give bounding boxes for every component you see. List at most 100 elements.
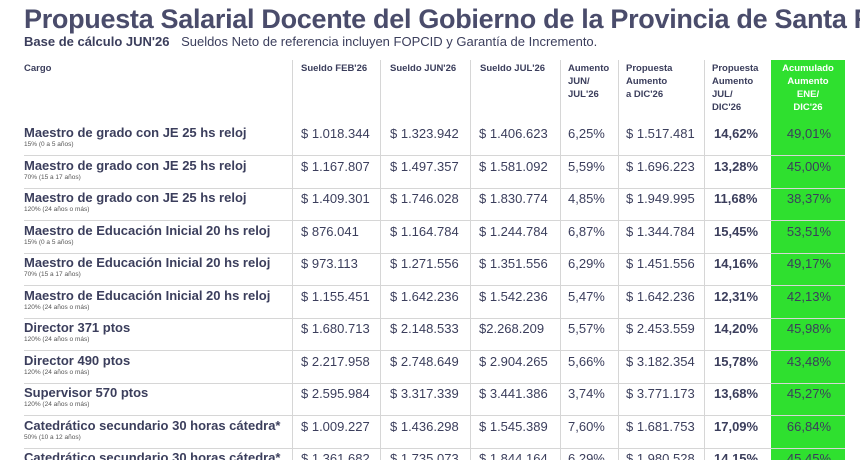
cell-sueldo-jul: $ 1.351.556 bbox=[479, 256, 548, 271]
cell-sueldo-jun: $ 2.148.533 bbox=[390, 321, 459, 336]
column-divider bbox=[560, 60, 561, 460]
row-divider bbox=[24, 447, 845, 449]
cell-propuesta-pct: 12,31% bbox=[714, 288, 759, 304]
header-line: Propuesta bbox=[712, 63, 759, 74]
cell-propuesta: $ 1.344.784 bbox=[626, 223, 695, 239]
cell-acumulado: 49,17% bbox=[786, 256, 831, 271]
table-row: Maestro de Educación Inicial 20 hs reloj… bbox=[24, 286, 845, 319]
cell-sueldo-feb: $ 1.680.713 bbox=[301, 321, 370, 336]
accumulated-column-highlight bbox=[771, 60, 845, 460]
column-divider bbox=[618, 60, 619, 460]
cargo-sublabel: 50% (10 a 12 años) bbox=[24, 433, 81, 441]
header-line: ENE/ bbox=[796, 89, 820, 100]
header-acumulado: Acumulado Aumento ENE/ DIC'26 bbox=[771, 62, 845, 114]
cell-acumulado: 43,48% bbox=[786, 353, 831, 369]
cargo-sublabel: 120% (24 años o más) bbox=[24, 303, 90, 311]
table-row: Director 371 ptos 120% (24 años o más) $ 1… bbox=[24, 318, 845, 351]
header-line: JUL'26 bbox=[568, 89, 599, 100]
page-title: Propuesta Salarial Docente del Gobierno … bbox=[24, 4, 860, 34]
cargo-sublabel: 70% (15 a 17 años) bbox=[24, 173, 81, 181]
cell-propuesta: $ 1.949.995 bbox=[626, 191, 695, 206]
cell-propuesta: $ 1.517.481 bbox=[626, 126, 695, 141]
cell-sueldo-jul: $ 1.244.784 bbox=[479, 223, 548, 239]
cell-aumento: 5,57% bbox=[568, 321, 605, 336]
cell-sueldo-feb: $ 973.113 bbox=[301, 256, 358, 271]
cell-propuesta: $ 3.182.354 bbox=[626, 353, 695, 369]
cargo-sublabel: 120% (24 años o más) bbox=[24, 368, 90, 376]
cell-sueldo-feb: $ 2.217.958 bbox=[301, 353, 370, 369]
cell-propuesta: $ 1.451.556 bbox=[626, 256, 695, 271]
cell-aumento: 7,60% bbox=[568, 418, 605, 434]
cell-sueldo-jul: $ 1.844.164 bbox=[479, 451, 548, 460]
cell-sueldo-jun: $ 1.164.784 bbox=[390, 223, 459, 239]
table-row: Catedrático secundario 30 horas cátedra*… bbox=[24, 416, 845, 449]
cell-acumulado: 45,45% bbox=[786, 451, 831, 460]
header-line: Aumento bbox=[712, 76, 754, 87]
cell-propuesta: $ 1.696.223 bbox=[626, 158, 695, 174]
cell-propuesta-pct: 14,16% bbox=[714, 256, 759, 271]
cell-aumento: 6,29% bbox=[568, 256, 605, 271]
cell-sueldo-feb: $ 1.167.807 bbox=[301, 158, 370, 174]
header-line: Aumento bbox=[626, 76, 668, 87]
cell-acumulado: 45,27% bbox=[786, 386, 831, 401]
header-propuesta-pct: Propuesta Aumento JUL/ DIC'26 bbox=[712, 62, 758, 114]
cell-sueldo-feb: $ 1.409.301 bbox=[301, 191, 370, 206]
cell-sueldo-jun: $ 1.497.357 bbox=[390, 158, 459, 174]
row-divider bbox=[24, 155, 845, 156]
cell-sueldo-feb: $ 876.041 bbox=[301, 223, 359, 239]
cargo-label: Director 490 ptos bbox=[24, 352, 131, 368]
cell-sueldo-feb: $ 1.361.682 bbox=[301, 451, 370, 460]
cell-sueldo-jun: $ 1.746.028 bbox=[390, 191, 459, 206]
table-row: Maestro de grado con JE 25 hs reloj 15% (… bbox=[24, 123, 845, 156]
cell-sueldo-jul: $ 1.406.623 bbox=[479, 126, 548, 141]
cargo-label: Maestro de Educación Inicial 20 hs reloj bbox=[24, 287, 271, 303]
cargo-label: Catedrático secundario 30 horas cátedra* bbox=[24, 417, 281, 433]
header-cargo: Cargo bbox=[24, 63, 52, 74]
table-row: Director 490 ptos 120% (24 años o más) $ 2… bbox=[24, 351, 845, 384]
subtitle-note: Sueldos Neto de referencia incluyen FOPC… bbox=[181, 34, 598, 49]
cell-aumento: 6,29% bbox=[568, 451, 605, 460]
column-divider bbox=[704, 60, 705, 460]
cell-propuesta: $ 1.681.753 bbox=[626, 418, 695, 434]
header-propuesta: Propuesta Aumento a DIC'26 bbox=[626, 62, 672, 101]
cargo-label: Maestro de grado con JE 25 hs reloj bbox=[24, 157, 247, 173]
cell-propuesta-pct: 17,09% bbox=[714, 418, 759, 434]
cell-sueldo-jul: $ 1.542.236 bbox=[479, 288, 548, 304]
row-divider bbox=[24, 317, 845, 319]
header-line: JUN/ bbox=[568, 76, 590, 87]
cell-sueldo-jul: $ 3.441.386 bbox=[479, 386, 548, 401]
cell-propuesta-pct: 14,15% bbox=[714, 451, 759, 460]
cell-sueldo-jul: $ 2.904.265 bbox=[479, 353, 548, 369]
cell-acumulado: 45,00% bbox=[786, 158, 831, 174]
cell-acumulado: 38,37% bbox=[786, 191, 831, 206]
cargo-label: Supervisor 570 ptos bbox=[24, 385, 149, 400]
cargo-sublabel: 15% (0 a 5 años) bbox=[24, 141, 74, 148]
table-row: Supervisor 570 ptos 120% (24 años o más) $… bbox=[24, 383, 845, 416]
table-row: Maestro de grado con JE 25 hs reloj 70% (… bbox=[24, 156, 845, 189]
cargo-label: Maestro de Educación Inicial 20 hs reloj bbox=[24, 222, 271, 238]
cell-acumulado: 45,98% bbox=[786, 321, 831, 336]
header-line: Acumulado bbox=[782, 63, 834, 74]
cargo-sublabel: 120% (24 años o más) bbox=[24, 401, 90, 408]
row-divider bbox=[24, 187, 845, 189]
cargo-sublabel: 15% (0 a 5 años) bbox=[24, 238, 74, 246]
header-line: DIC'26 bbox=[712, 102, 742, 113]
row-divider bbox=[24, 350, 845, 351]
column-divider bbox=[380, 60, 381, 460]
cell-sueldo-jun: $ 3.317.339 bbox=[390, 386, 459, 401]
cargo-label: Maestro de grado con JE 25 hs reloj bbox=[24, 190, 247, 205]
cell-sueldo-jun: $ 1.323.942 bbox=[390, 126, 459, 141]
cell-propuesta-pct: 11,68% bbox=[714, 191, 758, 206]
row-divider bbox=[24, 220, 845, 221]
cell-propuesta: $ 1.642.236 bbox=[626, 288, 695, 304]
cell-aumento: 6,25% bbox=[568, 126, 605, 141]
cell-acumulado: 66,84% bbox=[786, 418, 831, 434]
table-row: Maestro de grado con JE 25 hs reloj 120% … bbox=[24, 188, 845, 221]
table-row: Maestro de Educación Inicial 20 hs reloj… bbox=[24, 253, 845, 286]
cell-propuesta-pct: 14,62% bbox=[714, 126, 759, 141]
cell-sueldo-jul: $2.268.209 bbox=[479, 321, 545, 336]
column-divider bbox=[292, 60, 293, 460]
cell-sueldo-jun: $ 1.436.298 bbox=[390, 418, 459, 434]
cell-sueldo-feb: $ 1.018.344 bbox=[301, 126, 370, 141]
row-divider bbox=[24, 415, 845, 416]
